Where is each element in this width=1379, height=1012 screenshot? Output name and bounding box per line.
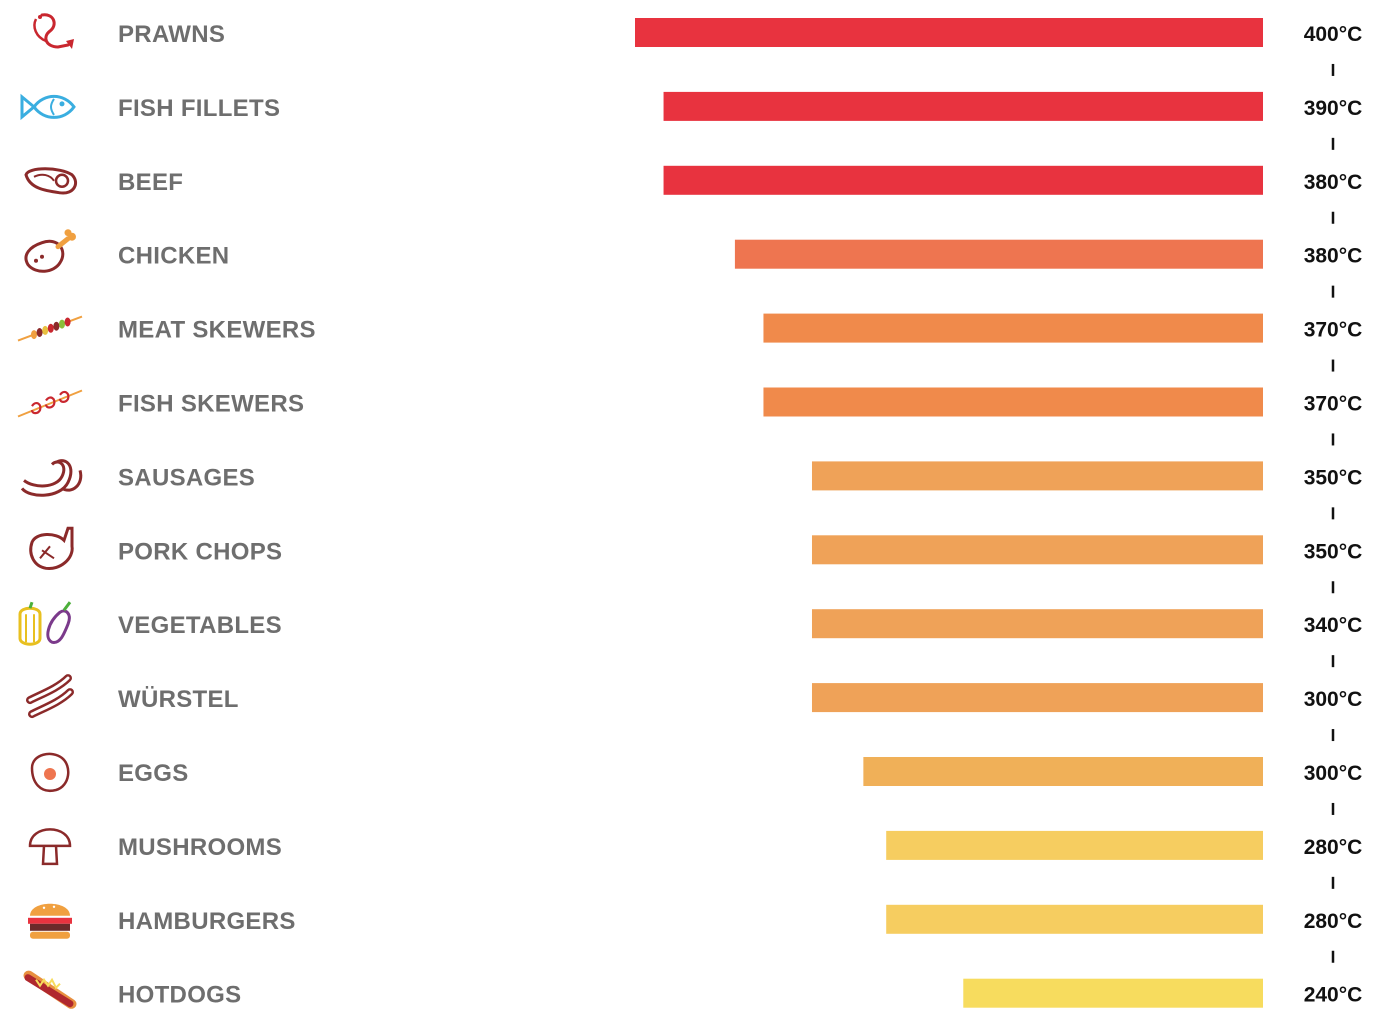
category-label-hamburgers: HAMBURGERS	[118, 908, 296, 935]
category-label-sausages: SAUSAGES	[118, 464, 255, 491]
value-label-fish-fillets: 390°C	[1304, 97, 1363, 120]
bar-eggs	[863, 757, 1263, 786]
bar-w-rstel	[811, 683, 1263, 713]
icons-layer	[17, 13, 83, 1009]
category-label-prawns: PRAWNS	[118, 21, 225, 48]
bar-sausages	[811, 461, 1263, 491]
category-label-beef: BEEF	[118, 169, 183, 196]
category-label-fish-skewers: FISH SKEWERS	[118, 391, 304, 418]
bar-hotdogs	[963, 978, 1263, 1008]
category-label-fish-fillets: FISH FILLETS	[118, 95, 280, 122]
category-label-w-rstel: WÜRSTEL	[118, 686, 239, 713]
category-label-pork-chops: PORK CHOPS	[118, 538, 282, 565]
value-label-meat-skewers: 370°C	[1304, 319, 1363, 342]
hotdog-icon	[23, 970, 77, 1009]
category-label-chicken: CHICKEN	[118, 243, 229, 270]
bar-prawns	[635, 18, 1263, 47]
category-label-vegetables: VEGETABLES	[118, 612, 282, 639]
bar-pork-chops	[811, 535, 1263, 565]
wurstel-icon	[26, 674, 74, 719]
category-label-eggs: EGGS	[118, 760, 189, 787]
category-labels: PRAWNS FISH FILLETS BEEF CHICKEN MEAT SKEWER…	[118, 21, 316, 1009]
bar-chicken	[734, 239, 1263, 269]
value-label-chicken: 380°C	[1304, 245, 1363, 268]
steak-icon	[24, 167, 77, 195]
value-label-pork-chops: 350°C	[1304, 540, 1363, 563]
value-label-w-rstel: 300°C	[1304, 688, 1363, 711]
bars	[635, 18, 1263, 1008]
value-labels: 400°C 390°C 380°C 380°C 370°C 370°C 350°C 350°C…	[1304, 23, 1363, 1007]
egg-icon	[30, 752, 70, 793]
value-label-eggs: 300°C	[1304, 762, 1363, 785]
hamburger-icon	[28, 903, 72, 939]
mushroom-icon	[28, 828, 72, 866]
bar-hamburgers	[886, 904, 1263, 934]
value-label-vegetables: 340°C	[1304, 614, 1363, 637]
bar-fish-fillets	[663, 91, 1263, 121]
fish-icon	[20, 93, 76, 121]
bar-vegetables	[811, 609, 1263, 639]
value-label-sausages: 350°C	[1304, 466, 1363, 489]
fish-skewer-icon	[17, 389, 83, 418]
meat-skewer-icon	[17, 315, 83, 342]
category-label-hotdogs: HOTDOGS	[118, 982, 241, 1009]
category-label-mushrooms: MUSHROOMS	[118, 834, 282, 861]
bar-fish-skewers	[763, 387, 1263, 417]
prawn-icon	[33, 13, 74, 49]
category-label-meat-skewers: MEAT SKEWERS	[118, 317, 316, 344]
bar-meat-skewers	[763, 313, 1263, 343]
chicken-leg-icon	[24, 229, 76, 273]
value-label-hotdogs: 240°C	[1304, 984, 1363, 1007]
vegetables-icon	[18, 601, 72, 646]
value-label-hamburgers: 280°C	[1304, 910, 1363, 933]
bar-mushrooms	[886, 830, 1263, 860]
value-label-mushrooms: 280°C	[1304, 836, 1363, 859]
value-label-fish-skewers: 370°C	[1304, 393, 1363, 416]
pork-chop-icon	[29, 526, 74, 570]
sausage-icon	[20, 459, 83, 497]
bar-beef	[663, 165, 1263, 195]
value-label-beef: 380°C	[1304, 171, 1363, 194]
value-label-prawns: 400°C	[1304, 23, 1363, 46]
